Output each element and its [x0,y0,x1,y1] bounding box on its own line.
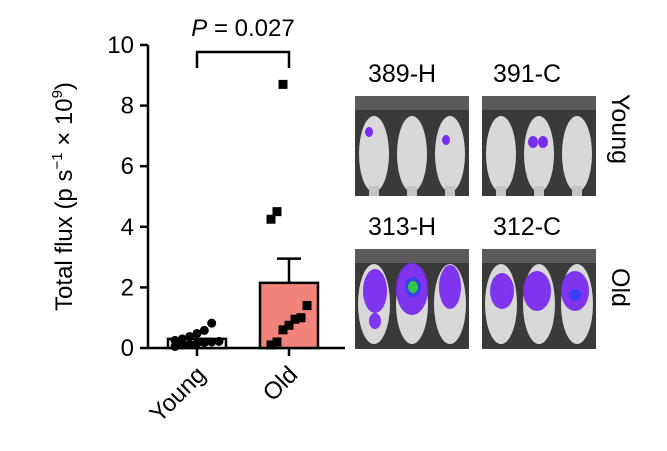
image-label-313h: 313-H [368,213,437,241]
mouse-image-312c [482,249,596,349]
y-tick-label: 6 [121,153,134,180]
data-point-old [284,320,294,330]
data-point-old [272,207,282,217]
data-point-young [214,336,224,346]
data-point-young [192,328,202,338]
data-point-young [199,338,209,348]
y-tick-label: 4 [121,214,134,241]
y-axis-label-part: Total flux (p s [51,170,78,311]
mouse-image-389h [355,96,469,196]
data-point-old [278,325,288,335]
y-axis-label-part: × 10 [51,98,78,152]
data-point-young [192,338,202,348]
row-label-old: Old [606,268,634,307]
y-axis-label-part: 9 [49,90,66,98]
data-point-old [266,340,276,350]
image-label-312c: 312-C [493,213,562,241]
image-label-391c: 391-C [493,60,562,88]
data-point-old [272,337,282,347]
significance-p: P [191,15,207,42]
data-point-old [302,301,312,311]
significance-bracket [195,50,291,68]
y-axis-label-part: −1 [49,152,66,169]
y-tick-label: 0 [121,335,134,362]
y-tick-label: 10 [107,32,134,59]
significance-label: P = 0.027 [191,15,294,42]
bar-old [258,281,320,350]
y-tick-label: 8 [121,93,134,120]
data-point-old [278,79,288,89]
image-label-389h: 389-H [368,60,437,88]
x-tick-label: Young [145,361,212,428]
y-tick-label: 2 [121,274,134,301]
chart-labels: Young Old Total flux (p s−1 × 109) P = 0.02… [49,15,303,428]
mouse-image-313h [355,249,469,349]
bar-chart: 0 2 4 6 8 10 Young Old Total flux (p s−1 × 109)… [49,15,345,428]
data-points [170,79,312,351]
row-label-young: Young [606,94,634,164]
x-tick-label: Old [258,361,304,407]
data-point-young [170,335,180,345]
data-point-old [296,313,306,323]
mouse-image-391c [482,96,596,196]
data-point-young [207,337,217,347]
data-point-young [185,339,195,349]
y-axis-label: Total flux (p s−1 × 109) [49,82,78,311]
data-point-young [207,318,217,328]
y-axis-label-part: ) [51,82,78,90]
data-point-young [185,331,195,341]
significance-value: = 0.027 [207,15,294,42]
data-point-old [290,314,300,324]
data-point-young [199,325,209,335]
data-point-young [177,334,187,344]
data-point-old [266,214,276,224]
